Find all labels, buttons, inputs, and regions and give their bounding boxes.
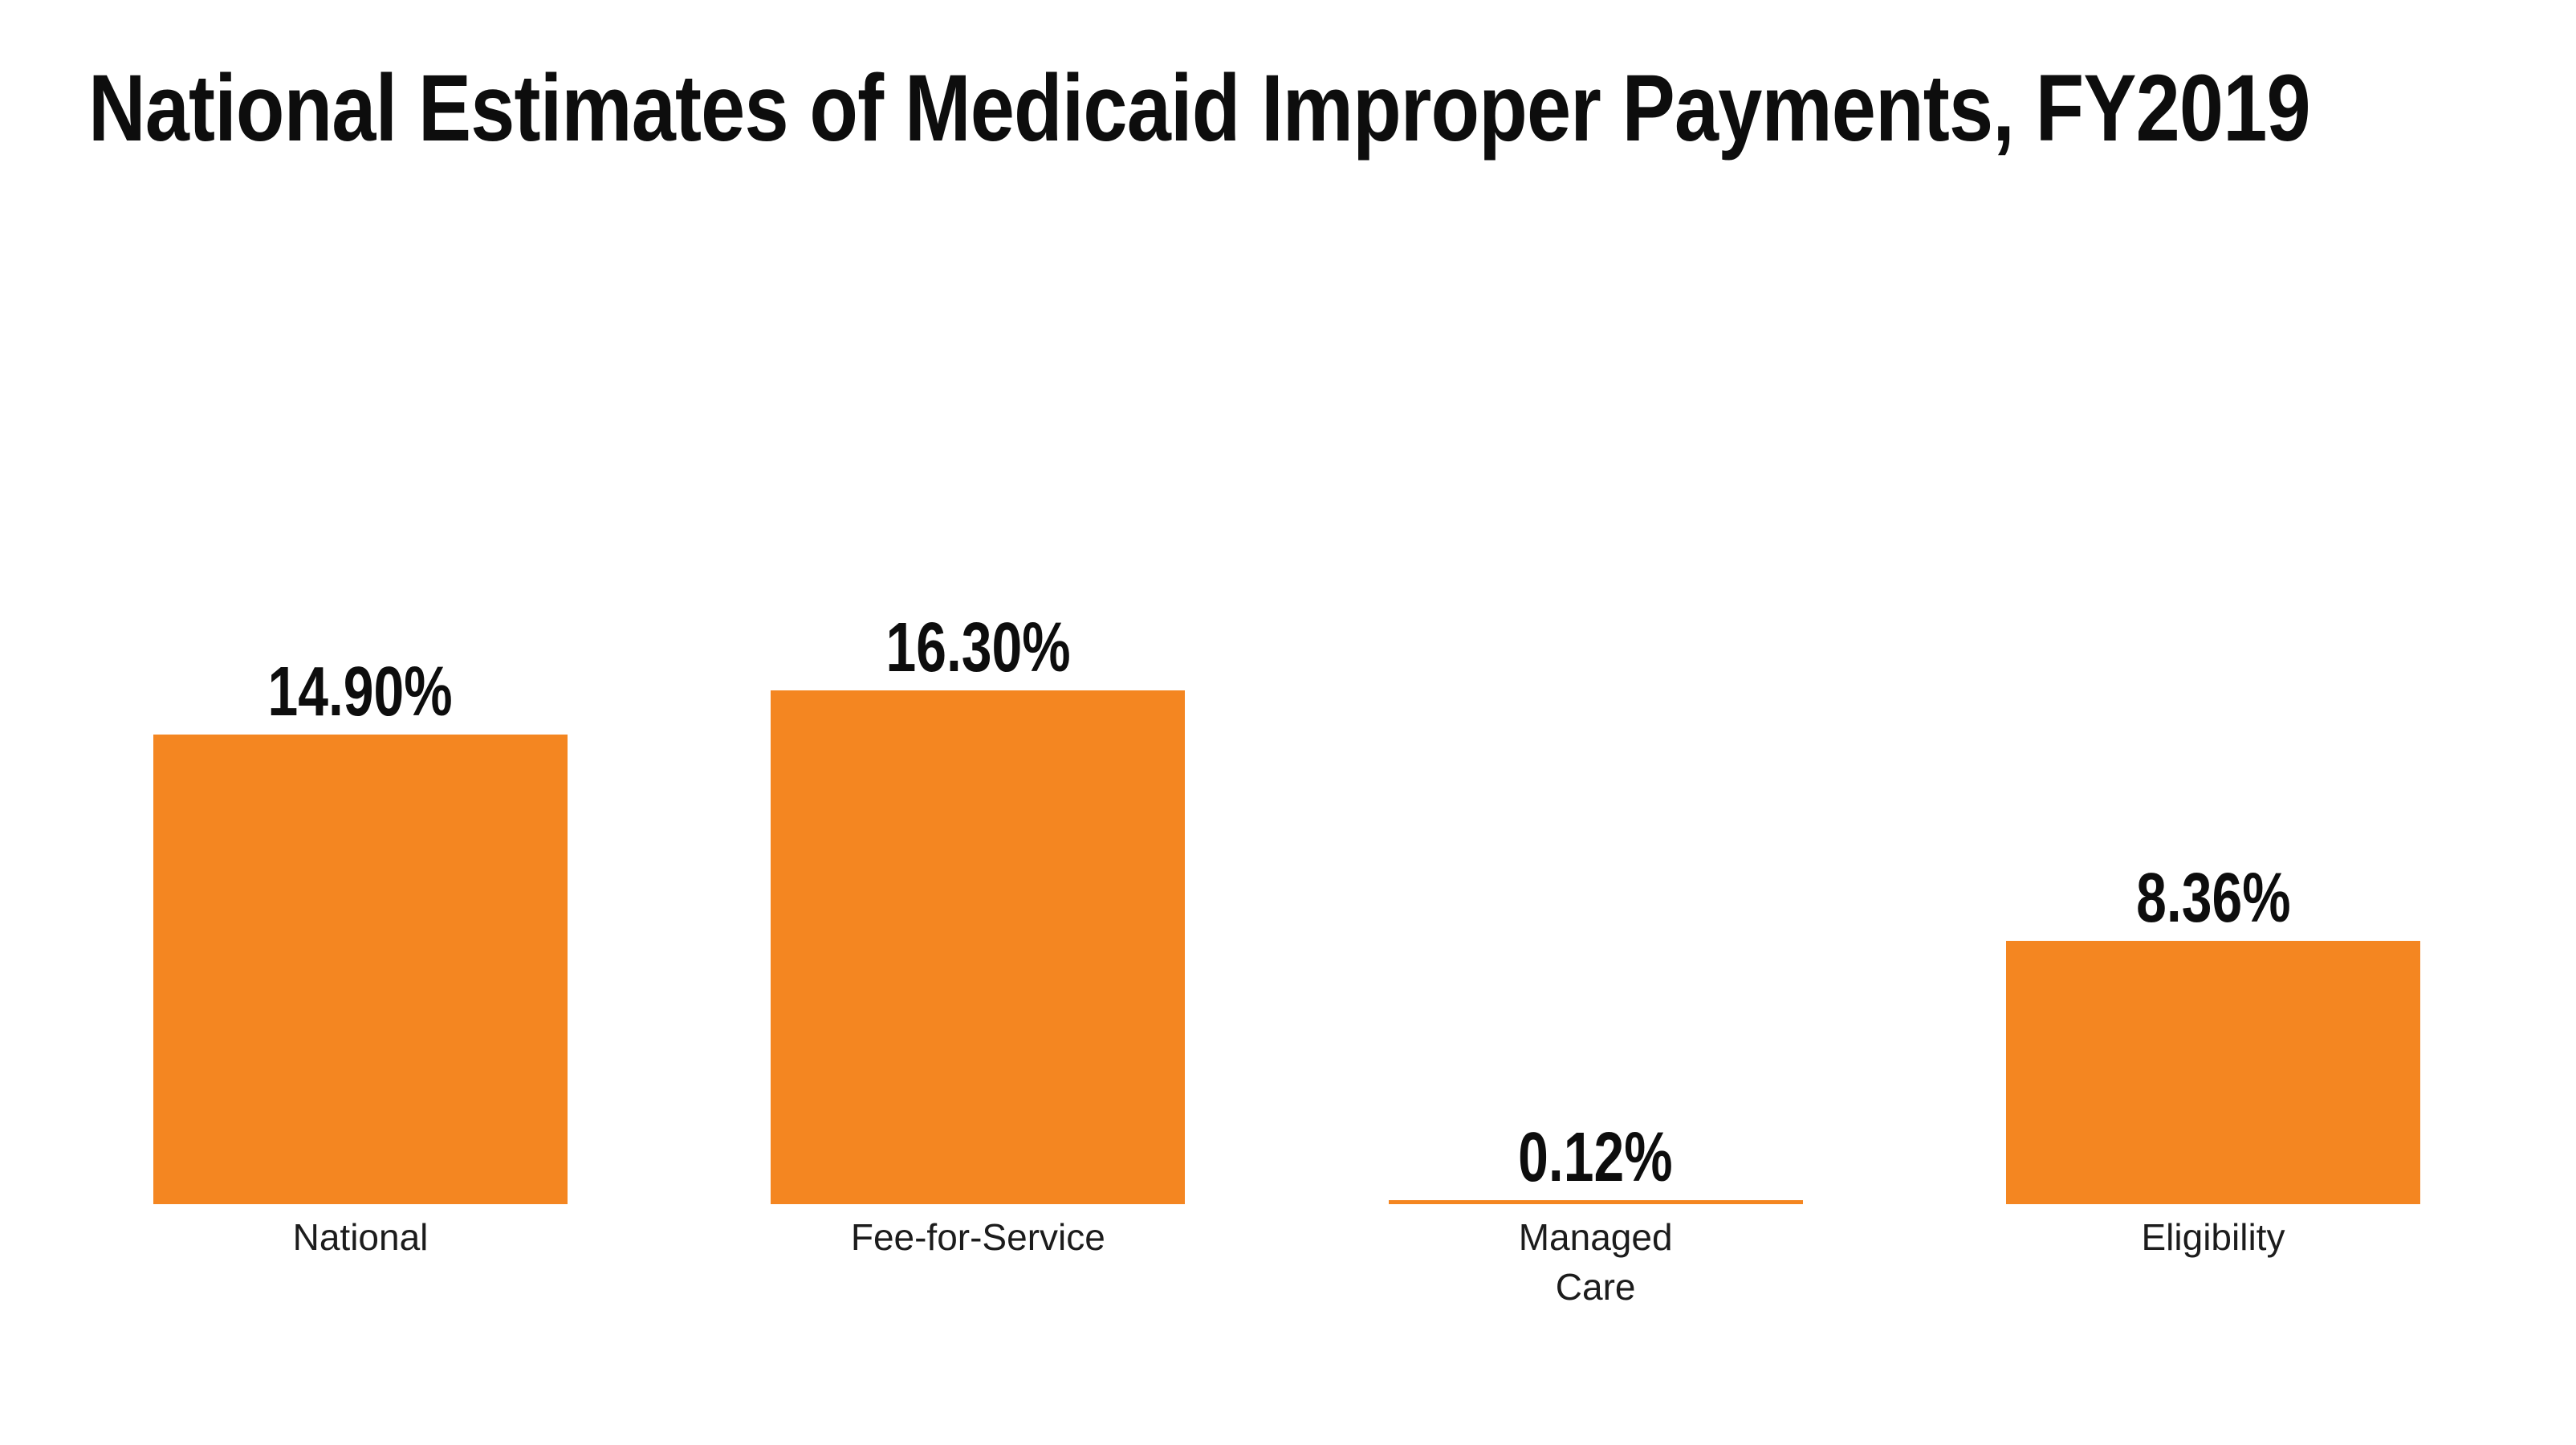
- bar-plot-area: 14.90% National 16.30% Fee-for-Service 0…: [153, 613, 2420, 1308]
- category-label-eligibility: Eligibility: [2141, 1216, 2285, 1258]
- chart-title: National Estimates of Medicaid Improper …: [88, 55, 2311, 161]
- bar-value-label-national: 14.90%: [267, 653, 454, 731]
- category-label-national: National: [292, 1216, 429, 1258]
- bar-national: [153, 735, 568, 1204]
- category-label-managed-care: Managed Care: [1518, 1216, 1673, 1309]
- bar-value-label-fee-for-service: 16.30%: [885, 609, 1071, 686]
- bar-eligibility: [2005, 941, 2420, 1204]
- bar-managed-care: [1388, 1200, 1803, 1204]
- category-label-fee-for-service: Fee-for-Service: [850, 1216, 1105, 1258]
- bar-value-label-managed-care: 0.12%: [1518, 1118, 1673, 1196]
- bar-group-eligibility: 8.36% Eligibility: [2005, 859, 2420, 1258]
- bar-value-label-eligibility: 8.36%: [2135, 859, 2291, 937]
- bar-fee-for-service: [771, 690, 1186, 1204]
- bar-group-fee-for-service: 16.30% Fee-for-Service: [771, 609, 1186, 1258]
- bar-group-managed-care: 0.12% Managed Care: [1388, 1118, 1803, 1308]
- bar-group-national: 14.90% National: [153, 653, 568, 1258]
